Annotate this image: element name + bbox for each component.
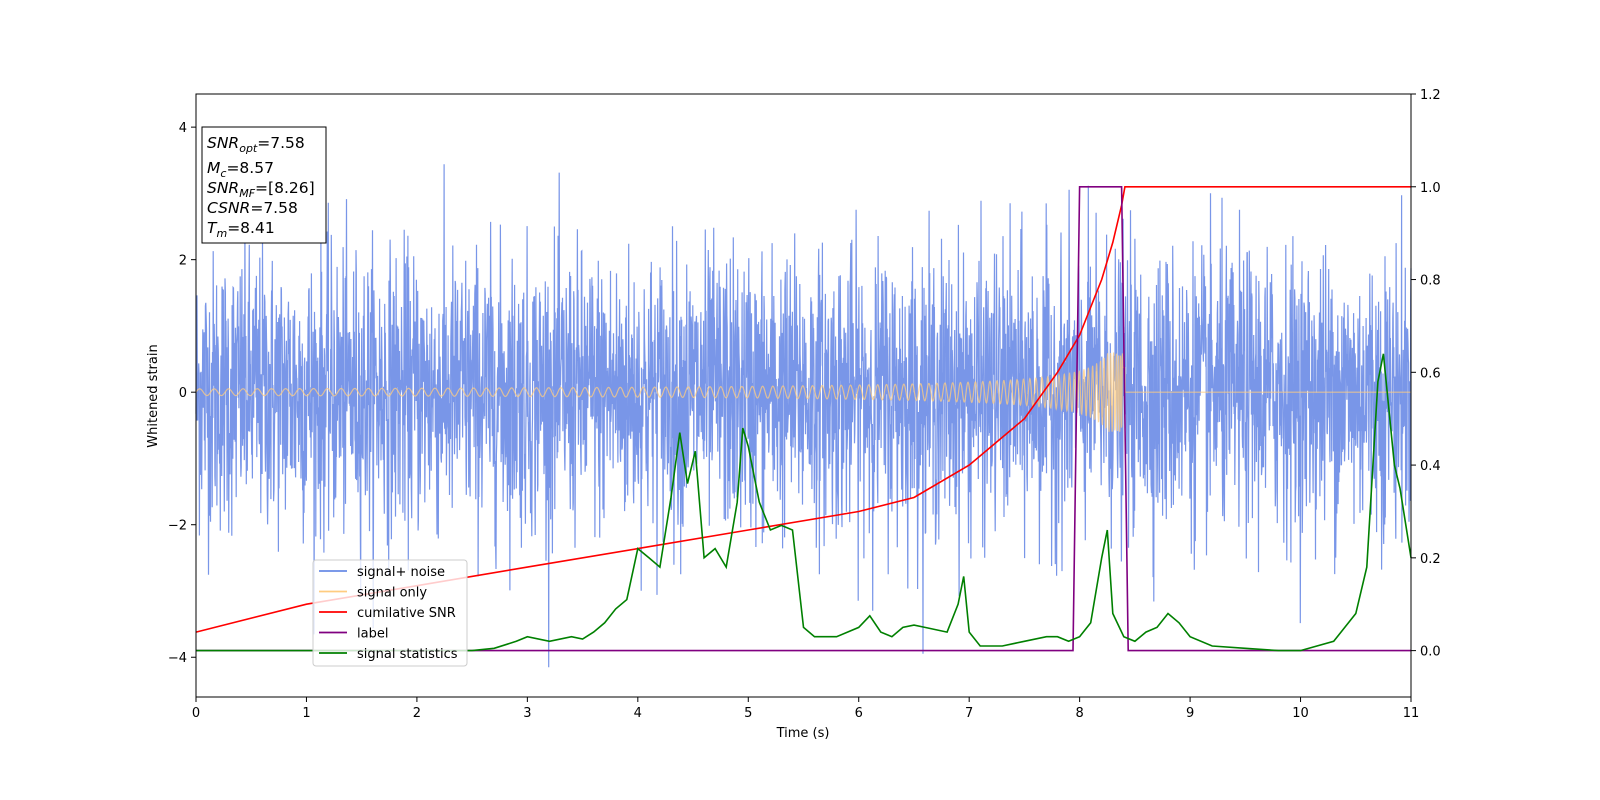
y-tick-label: −2	[168, 519, 187, 534]
annotation-tm: Tm=8.41	[207, 219, 275, 240]
x-axis-ticks: 0 1 2 3 4 5 6 7 8 9 10 11	[192, 697, 1419, 721]
series-signal-noise-line	[195, 164, 1412, 668]
legend-label: cumilative SNR	[357, 606, 456, 621]
y-tick-label: 4	[179, 121, 187, 136]
signal-series-layer	[195, 352, 1411, 432]
y-tick-label: 2	[179, 254, 187, 269]
y2-tick-label: 1.0	[1420, 181, 1441, 196]
annotation-csnr: CSNR=7.58	[207, 199, 298, 217]
y-axis-ticks: −4 −2 0 2 4	[168, 121, 196, 666]
legend-label: signal statistics	[357, 647, 458, 662]
x-tick-label: 1	[302, 706, 310, 721]
legend: signal+ noise signal only cumilative SNR la…	[312, 559, 468, 667]
x-tick-label: 4	[634, 706, 642, 721]
series-cumilative-snrline	[195, 186, 1411, 633]
x-tick-label: 5	[744, 706, 752, 721]
annotation-snr-mf: SNRMF=[8.26]	[207, 179, 315, 200]
y2-tick-label: 0.4	[1420, 459, 1441, 474]
legend-label: label	[357, 627, 388, 642]
x-tick-label: 3	[523, 706, 531, 721]
x-tick-label: 8	[1075, 706, 1083, 721]
y2-tick-label: 0.6	[1420, 366, 1441, 381]
x-tick-label: 0	[192, 706, 200, 721]
annotation-mc: Mc=8.57	[207, 159, 274, 180]
y-tick-label: −4	[168, 651, 187, 666]
annotation-box: SNRopt=7.58 Mc=8.57 SNRMF=[8.26] CSNR=7.…	[201, 126, 327, 244]
legend-label: signal+ noise	[357, 565, 445, 580]
x-tick-label: 7	[965, 706, 973, 721]
plot-frame	[195, 93, 1412, 698]
x-axis-label: Time (s)	[776, 726, 830, 741]
series-labelline	[196, 186, 1411, 652]
series-signal-statisticsline	[196, 353, 1412, 652]
legend-label: signal only	[357, 586, 427, 601]
y2-tick-label: 0.2	[1420, 552, 1441, 567]
right-axis-series-layer	[195, 186, 1412, 652]
x-tick-label: 10	[1292, 706, 1309, 721]
y2-tick-label: 0.8	[1420, 274, 1441, 289]
y2-axis-ticks: 0.0 0.2 0.4 0.6 0.8 1.0 1.2	[1411, 88, 1441, 660]
y-tick-label: 0	[179, 386, 187, 401]
annotation-snr-opt: SNRopt=7.58	[207, 134, 305, 155]
x-tick-label: 2	[413, 706, 421, 721]
x-tick-label: 11	[1403, 706, 1420, 721]
y-axis-label: Whitened strain	[146, 344, 161, 447]
noise-series-layer	[195, 164, 1412, 668]
y2-tick-label: 1.2	[1420, 88, 1441, 103]
y2-tick-label: 0.0	[1420, 645, 1441, 660]
series-signal-only-line	[195, 352, 1411, 432]
x-tick-label: 9	[1186, 706, 1194, 721]
x-tick-label: 6	[855, 706, 863, 721]
